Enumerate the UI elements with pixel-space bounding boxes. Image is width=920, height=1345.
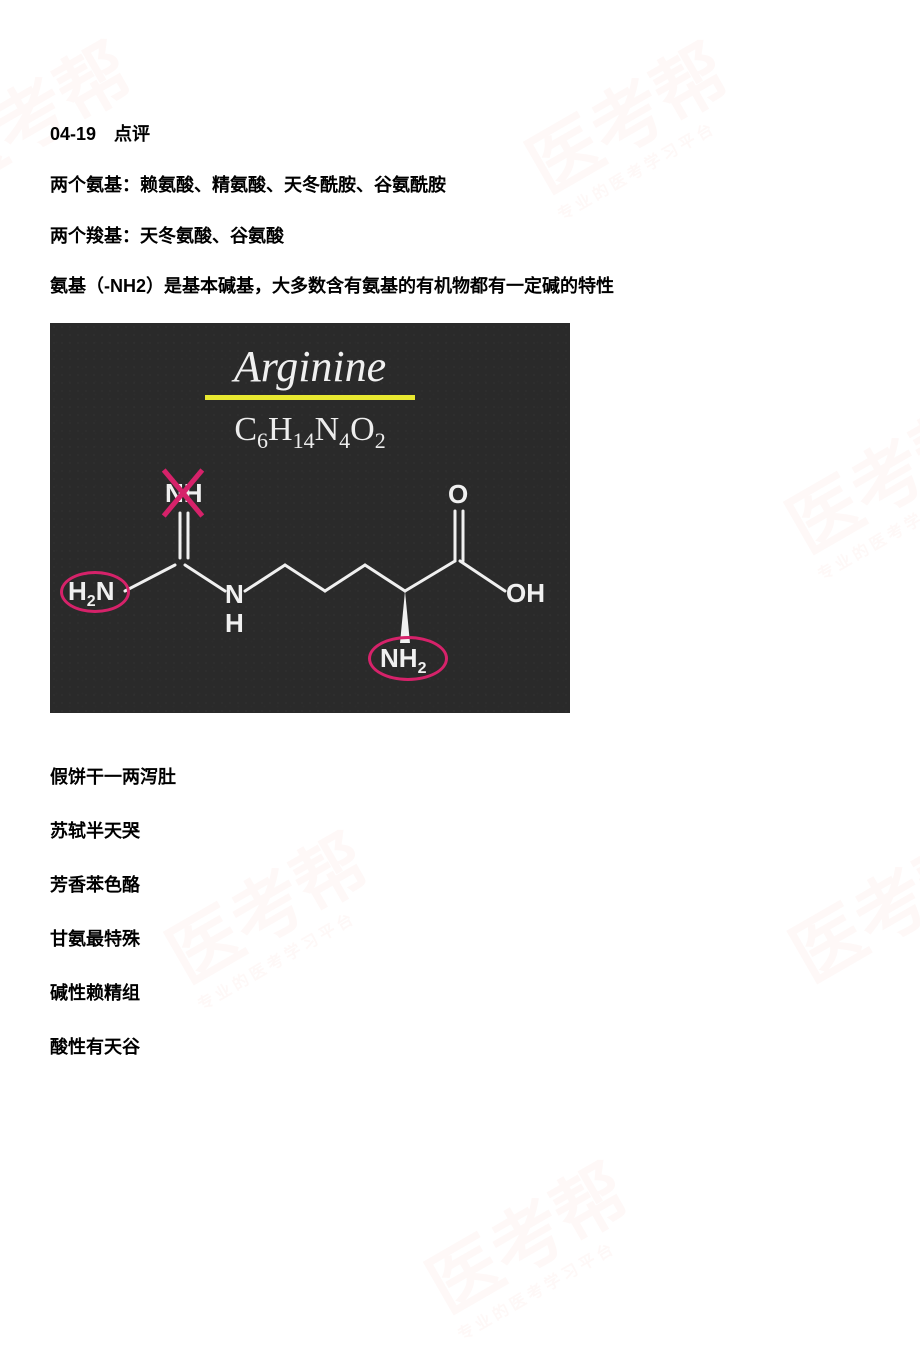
page-content: 04-19 点评 两个氨基：赖氨酸、精氨酸、天冬酰胺、谷氨酰胺 两个羧基：天冬氨… — [0, 0, 920, 1137]
mnemonic-line: 假饼干一两泻肚 — [50, 763, 870, 789]
text-line-nh2: 氨基（-NH2）是基本碱基，大多数含有氨基的有机物都有一定碱的特性 — [50, 272, 870, 301]
chalkboard-title: Arginine — [234, 341, 386, 392]
watermark-sub: 专业的医考学习平台 — [452, 1216, 651, 1345]
formula-14: 14 — [293, 428, 315, 453]
text-line-amino: 两个氨基：赖氨酸、精氨酸、天冬酰胺、谷氨酰胺 — [50, 171, 870, 200]
page-title: 04-19 点评 — [50, 120, 870, 149]
label-n: N — [225, 579, 244, 610]
mnemonic-line: 苏轼半天哭 — [50, 817, 870, 843]
formula-4: 4 — [339, 428, 350, 453]
formula-C: C — [234, 411, 257, 448]
mnemonic-list: 假饼干一两泻肚 苏轼半天哭 芳香苯色酪 甘氨最特殊 碱性赖精组 酸性有天谷 — [50, 763, 870, 1059]
molecule-structure: NH H2N N H O OH NH2 — [50, 473, 570, 713]
cross-mark-icon — [158, 463, 208, 513]
label-oh: OH — [506, 578, 545, 609]
label-h: H — [225, 608, 244, 639]
mnemonic-line: 芳香苯色酪 — [50, 871, 870, 897]
mnemonic-line: 碱性赖精组 — [50, 979, 870, 1005]
formula-N: N — [315, 411, 340, 448]
label-o: O — [448, 479, 468, 510]
formula-O: O — [350, 411, 375, 448]
chalkboard-formula: C6H14N4O2 — [234, 411, 385, 454]
circle-mark-left — [60, 571, 130, 613]
formula-2: 2 — [375, 428, 386, 453]
arginine-chalkboard: Arginine C6H14N4O2 — [50, 323, 570, 713]
mnemonic-line: 甘氨最特殊 — [50, 925, 870, 951]
chalkboard-underline — [205, 395, 415, 400]
text-line-carboxyl: 两个羧基：天冬氨酸、谷氨酸 — [50, 222, 870, 251]
circle-mark-bottom — [368, 636, 448, 681]
formula-H: H — [268, 411, 293, 448]
formula-6: 6 — [257, 428, 268, 453]
mnemonic-line: 酸性有天谷 — [50, 1033, 870, 1059]
